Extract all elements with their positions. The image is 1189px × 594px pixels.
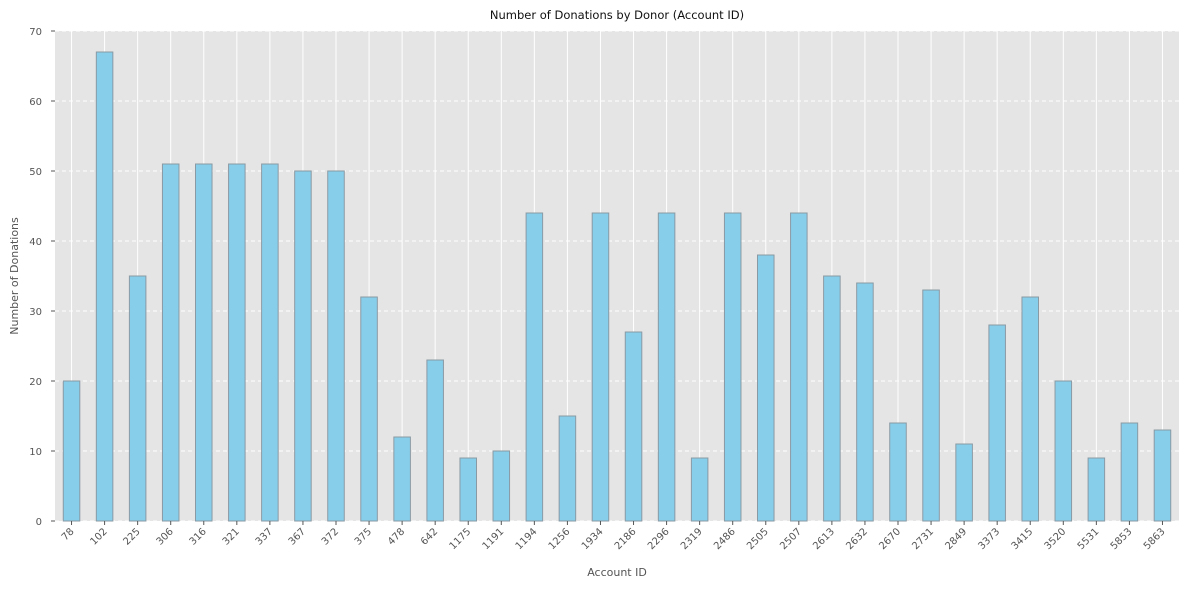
y-tick-label: 0 [36, 517, 42, 528]
bar-2613 [823, 275, 841, 522]
x-tick-label: 1256 [547, 526, 573, 552]
x-tick-label: 2632 [844, 526, 870, 552]
bar-367 [294, 170, 312, 522]
bar-102 [95, 51, 114, 522]
x-tick-label: 478 [386, 526, 407, 547]
x-tick-label: 372 [320, 526, 341, 547]
bar-1194 [525, 212, 544, 522]
x-tick-label: 375 [353, 526, 374, 547]
x-tick-label: 3520 [1043, 526, 1069, 552]
x-tick-label: 2505 [745, 526, 771, 552]
bar-5853 [1120, 422, 1139, 522]
x-tick-label: 2670 [877, 526, 903, 552]
x-tick-label: 225 [121, 526, 142, 547]
y-tick-label: 10 [29, 447, 42, 458]
plot-area [55, 31, 1179, 521]
x-tick-label: 321 [221, 526, 242, 547]
x-tick-label: 78 [60, 526, 77, 543]
x-tick-label: 5863 [1142, 526, 1168, 552]
x-tick-label: 2731 [910, 526, 936, 552]
bar-2486 [723, 212, 742, 522]
y-tick-label: 70 [29, 27, 42, 38]
y-axis-label: Number of Donations [8, 217, 21, 335]
x-tick-label: 1194 [514, 526, 540, 552]
bar-2296 [657, 212, 676, 522]
x-tick-label: 1175 [448, 526, 474, 552]
x-tick-label: 1934 [580, 526, 606, 552]
bar-1934 [591, 212, 610, 522]
bar-2849 [955, 443, 973, 522]
x-tick-label: 316 [188, 526, 209, 547]
x-tick-label: 5853 [1109, 526, 1135, 552]
bar-2731 [922, 289, 940, 522]
x-tick-label: 367 [287, 526, 308, 547]
y-tick-label: 50 [29, 167, 42, 178]
bar-372 [327, 170, 345, 522]
x-tick-label: 2186 [613, 526, 639, 552]
bars [62, 51, 1172, 522]
x-tick-label: 2613 [811, 526, 837, 552]
bar-1256 [558, 415, 577, 522]
x-tick-label: 102 [88, 526, 109, 547]
x-tick-label: 5531 [1076, 526, 1102, 552]
bar-78 [62, 380, 81, 522]
bar-1191 [492, 450, 511, 522]
bar-2319 [690, 457, 709, 522]
bar-2505 [757, 254, 775, 522]
bar-2507 [790, 212, 808, 522]
x-tick-label: 337 [254, 526, 275, 547]
x-tick-label: 2296 [646, 526, 672, 552]
x-tick-label: 2319 [679, 526, 705, 552]
x-tick-label: 306 [155, 526, 176, 547]
bar-642 [426, 359, 444, 522]
bar-306 [161, 163, 180, 522]
x-tick-label: 2849 [943, 526, 969, 552]
y-tick-label: 20 [29, 377, 42, 388]
x-axis-label: Account ID [587, 566, 647, 579]
bar-1175 [459, 457, 477, 522]
bar-5531 [1087, 457, 1106, 522]
bar-316 [195, 163, 213, 522]
bar-337 [261, 163, 279, 522]
bar-2670 [889, 422, 907, 522]
y-tick-label: 30 [29, 307, 42, 318]
bar-3373 [988, 324, 1006, 522]
x-tick-label: 642 [419, 526, 440, 547]
y-tick-label: 60 [29, 97, 42, 108]
y-tick-label: 40 [29, 237, 42, 248]
x-tick-label: 1191 [481, 526, 507, 552]
bar-3520 [1054, 380, 1073, 522]
x-tick-label: 2507 [778, 526, 804, 552]
bar-2186 [624, 331, 643, 522]
x-tick-label: 2486 [712, 526, 738, 552]
x-tick-label: 3415 [1010, 526, 1036, 552]
bar-321 [228, 163, 246, 522]
bar-5863 [1153, 429, 1172, 522]
bar-225 [128, 275, 147, 522]
bar-2632 [856, 282, 874, 522]
bar-478 [393, 436, 411, 522]
bar-3415 [1021, 296, 1039, 522]
x-tick-label: 3373 [977, 526, 1003, 552]
chart-title: Number of Donations by Donor (Account ID… [490, 8, 744, 22]
bar-375 [360, 296, 378, 522]
